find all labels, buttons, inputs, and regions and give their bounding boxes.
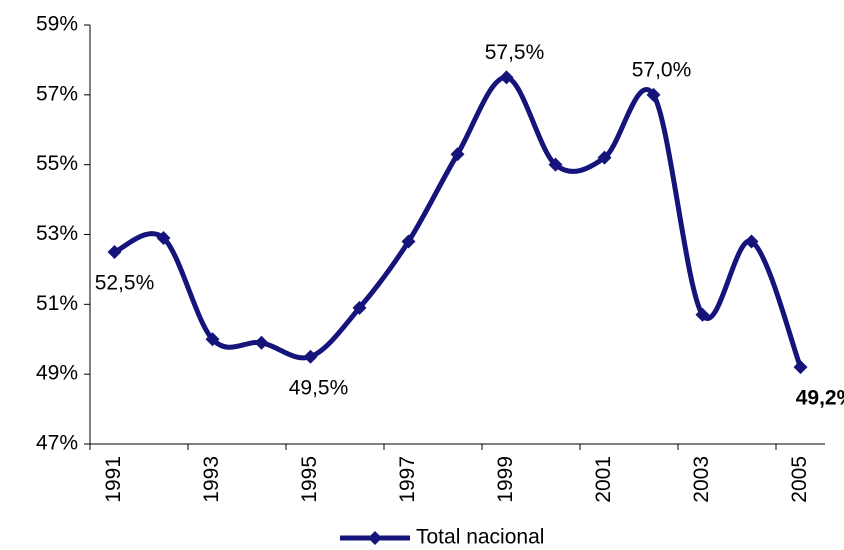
y-tick-label: 55% <box>36 152 78 175</box>
data-label: 49,2% <box>796 387 844 410</box>
marker <box>793 360 808 375</box>
y-tick-label: 53% <box>36 222 78 245</box>
marker <box>450 147 465 162</box>
x-tick-label: 1999 <box>494 456 517 503</box>
marker <box>254 335 269 350</box>
data-label: 57,0% <box>632 58 692 81</box>
data-label: 57,5% <box>485 41 545 64</box>
x-tick-label: 1995 <box>298 456 321 503</box>
y-tick-label: 49% <box>36 362 78 385</box>
x-tick-label: 1991 <box>102 456 125 503</box>
series-line <box>113 74 803 369</box>
marker <box>303 349 318 364</box>
marker <box>156 230 171 245</box>
x-tick-label: 1993 <box>200 456 223 503</box>
data-label: 52,5% <box>95 272 155 295</box>
marker <box>646 87 661 102</box>
x-tick-label: 2005 <box>788 456 811 503</box>
marker <box>744 234 759 249</box>
x-tick-label: 1997 <box>396 456 419 503</box>
marker <box>352 300 367 315</box>
y-tick-label: 47% <box>36 432 78 455</box>
marker <box>107 244 122 259</box>
marker <box>499 70 514 85</box>
marker <box>597 150 612 165</box>
y-tick-label: 57% <box>36 82 78 105</box>
marker <box>205 332 220 347</box>
legend-label: Total nacional <box>416 526 544 549</box>
x-tick-label: 2001 <box>592 456 615 503</box>
marker <box>401 234 416 249</box>
marker <box>695 307 710 322</box>
y-tick-label: 51% <box>36 292 78 315</box>
x-tick-label: 2003 <box>690 456 713 503</box>
marker <box>548 157 563 172</box>
legend-marker <box>368 531 382 545</box>
y-tick-label: 59% <box>36 13 78 36</box>
data-label: 49,5% <box>289 376 349 399</box>
